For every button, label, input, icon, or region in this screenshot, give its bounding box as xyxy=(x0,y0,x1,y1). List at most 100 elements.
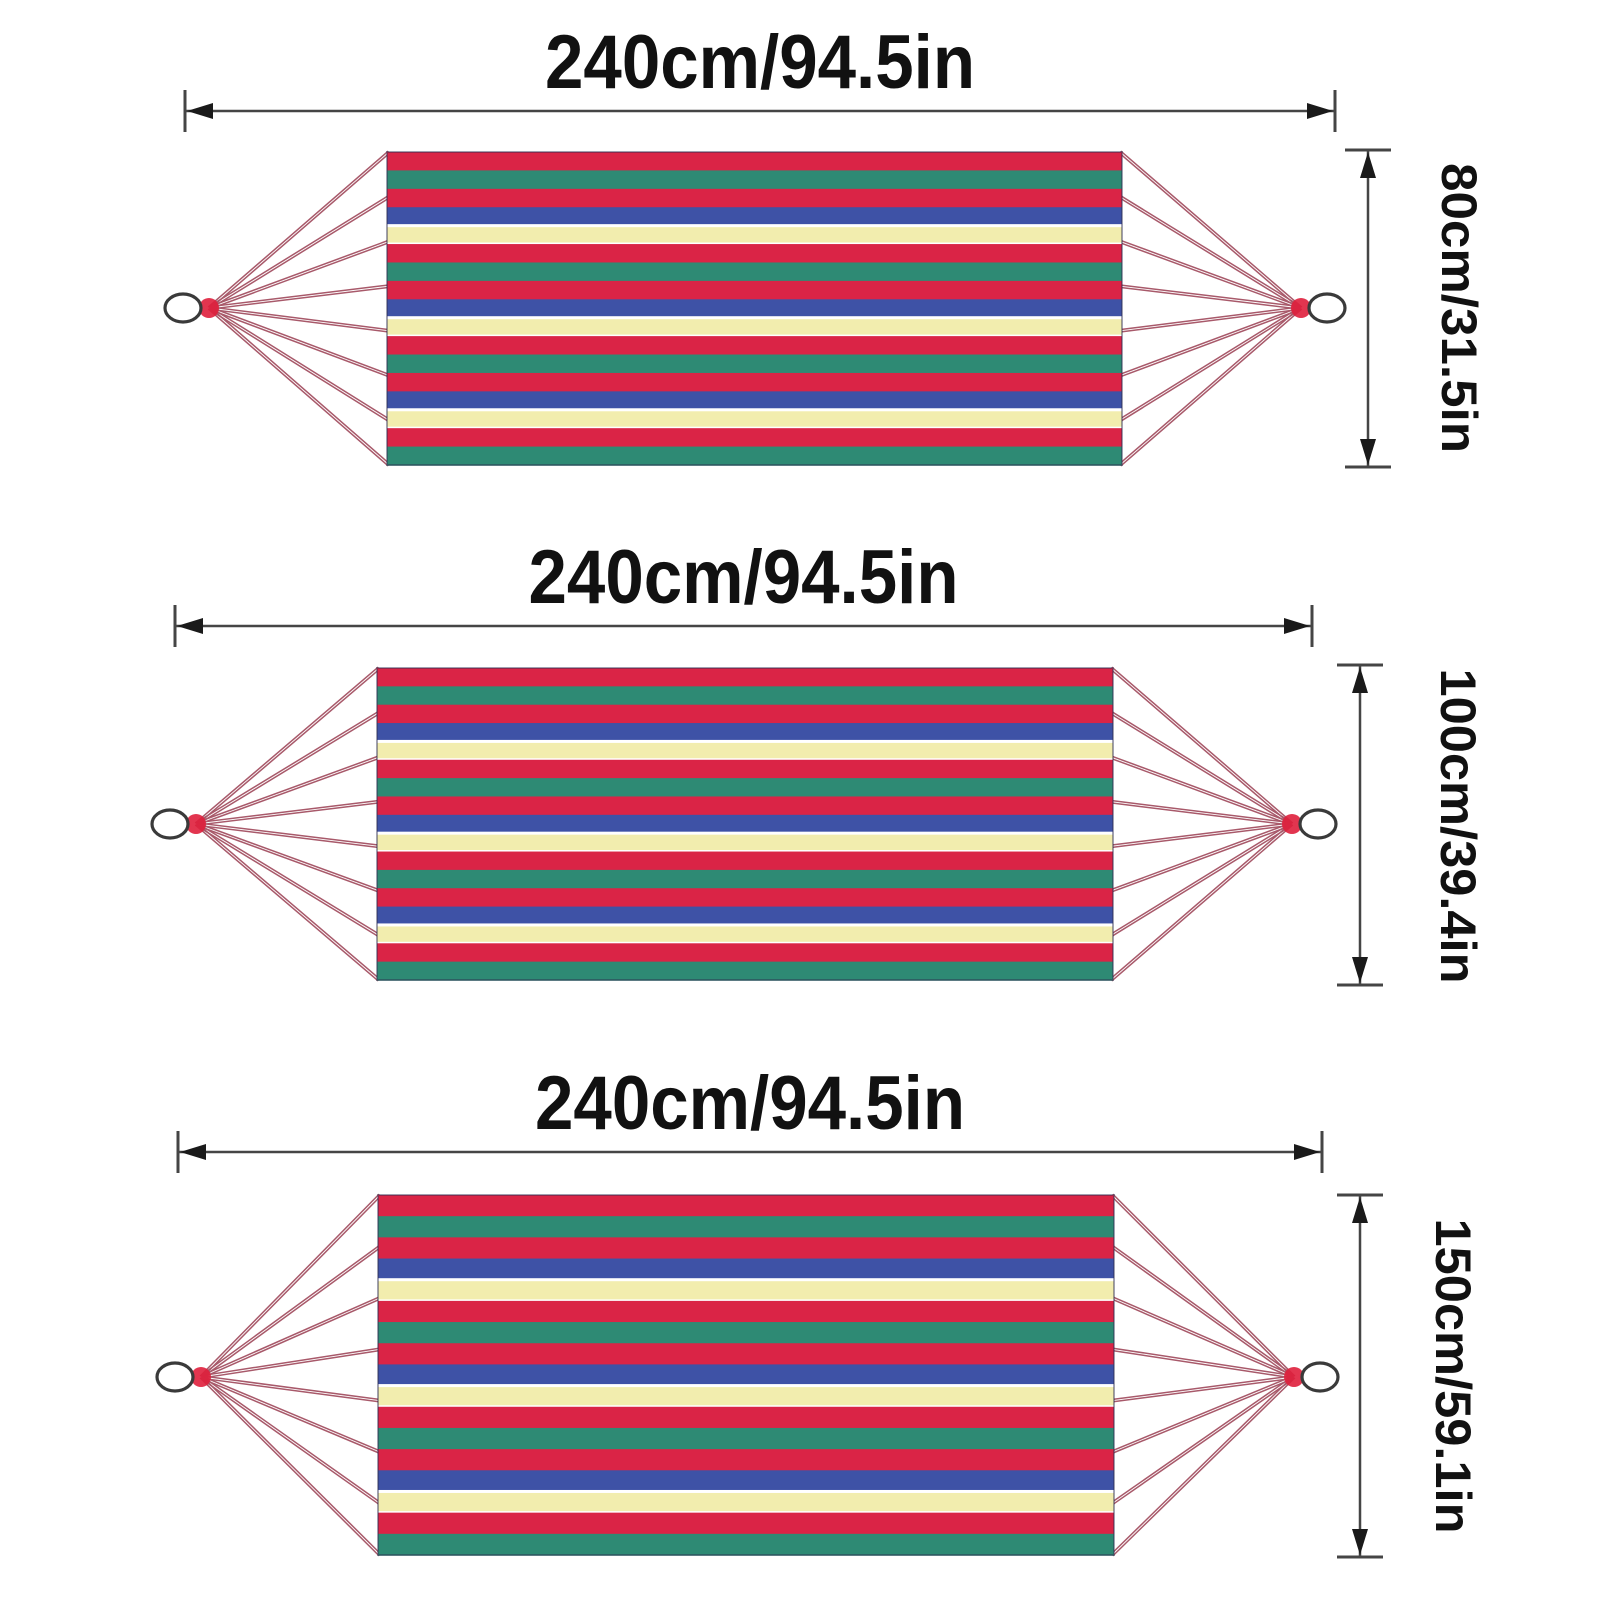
rope-strand xyxy=(196,712,381,826)
width-label: 240cm/94.5in xyxy=(529,535,959,620)
fabric-stripe-yellow xyxy=(387,225,1122,245)
hammock-fabric xyxy=(386,151,1123,466)
rope-strand xyxy=(1110,757,1292,826)
rope-strand xyxy=(194,824,379,938)
fabric-stripe-green xyxy=(378,1216,1114,1238)
fabric-stripe-green xyxy=(377,778,1113,798)
rope-strand xyxy=(200,1377,380,1454)
fabric-outline xyxy=(377,1194,1115,1556)
dimension-arrowhead xyxy=(187,103,213,119)
stripe-hairline xyxy=(387,408,1122,412)
left-hanging-ring xyxy=(150,808,190,840)
rope-strand xyxy=(1120,195,1303,308)
fabric-stripe-red xyxy=(387,372,1122,392)
rope-strand xyxy=(201,1375,382,1504)
fabric-stripe-red xyxy=(377,668,1113,687)
hammock-diagram-hammock-80cm: 240cm/94.5in 80cm/31.5in xyxy=(163,20,1487,469)
stripe-hairline xyxy=(387,224,1122,228)
left-hanging-ring xyxy=(155,1361,195,1393)
rope-strand xyxy=(1112,1377,1296,1557)
fabric-stripe-red xyxy=(378,1406,1114,1429)
rope-knot xyxy=(1282,814,1302,834)
rope-strand xyxy=(201,1375,382,1555)
fabric-stripe-green xyxy=(387,446,1122,466)
fabric-stripe-red xyxy=(378,1343,1114,1366)
rope-strand xyxy=(1119,241,1301,310)
rope-strand xyxy=(208,308,389,378)
rope-strand xyxy=(1110,1246,1294,1379)
rope-strand xyxy=(201,1349,381,1379)
rope-strand xyxy=(209,152,391,310)
rope-strand xyxy=(1118,306,1301,420)
rope-strand xyxy=(196,822,381,980)
rope-strand xyxy=(194,710,379,824)
fabric-stripe-green xyxy=(377,961,1113,981)
fabric-stripe-red xyxy=(378,1512,1114,1535)
rope-knot xyxy=(186,814,206,834)
height-label: 80cm/31.5in xyxy=(1431,163,1487,453)
rope-strand xyxy=(201,1195,382,1379)
rope-strand xyxy=(1120,239,1302,308)
rope-strand xyxy=(209,306,390,331)
rope-strand xyxy=(195,755,379,824)
width-label: 240cm/94.5in xyxy=(545,20,975,105)
rope-strand xyxy=(1120,150,1303,308)
rope-strand xyxy=(207,150,389,308)
fabric-stripe-red xyxy=(377,796,1113,816)
rope-strand xyxy=(1111,1375,1294,1452)
fabric-stripe-blue xyxy=(377,906,1113,926)
rope-strand xyxy=(196,822,380,846)
fabric-stripe-green xyxy=(378,1533,1114,1556)
width-dimension: 240cm/94.5in xyxy=(176,1061,1324,1173)
stripe-hairline xyxy=(378,1384,1114,1388)
rope-strand xyxy=(1120,308,1302,378)
stripe-hairline xyxy=(377,739,1113,743)
width-dimension: 240cm/94.5in xyxy=(173,535,1314,647)
rope-strand xyxy=(200,1347,380,1377)
rope-strand xyxy=(199,1193,380,1377)
rope-strand xyxy=(208,308,389,333)
height-dimension: 80cm/31.5in xyxy=(1345,148,1487,469)
rope-strand xyxy=(1109,712,1292,826)
fabric-stripe-blue xyxy=(377,814,1113,834)
dimension-arrowhead xyxy=(177,618,203,634)
rope-strand xyxy=(201,1375,381,1452)
dimension-arrowhead xyxy=(1360,439,1376,465)
fabric-stripe-red xyxy=(378,1237,1114,1260)
right-hanging-ring xyxy=(1307,292,1347,324)
fabric-stripe-red xyxy=(387,280,1122,300)
fabric-stripe-yellow xyxy=(378,1491,1114,1514)
fabric-stripe-green xyxy=(377,869,1113,889)
fabric-stripe-red xyxy=(387,152,1122,172)
stripe-hairline xyxy=(377,923,1113,927)
hammock-diagram-hammock-100cm: 240cm/94.5in 100cm/39.4in xyxy=(150,535,1486,987)
fabric-stripe-yellow xyxy=(387,409,1122,429)
rope-strand xyxy=(200,1377,380,1403)
fabric-stripe-red xyxy=(378,1449,1114,1471)
rope-strand xyxy=(209,197,391,310)
fabric-stripe-yellow xyxy=(377,741,1113,761)
rope-knot xyxy=(191,1367,211,1387)
fabric-outline xyxy=(376,667,1114,981)
fabric-stripe-red xyxy=(377,704,1113,724)
rope-strand xyxy=(1110,1195,1294,1379)
rope-strand xyxy=(1111,824,1293,849)
rope-strand xyxy=(209,306,390,376)
rope-strand xyxy=(207,308,389,467)
rope-knot xyxy=(1291,298,1311,318)
rope-strand xyxy=(209,286,390,310)
rope-strand xyxy=(1109,668,1292,826)
rope-strand xyxy=(194,824,379,982)
rope-strand xyxy=(208,239,389,308)
ropes xyxy=(199,1193,1296,1557)
hammock-fabric xyxy=(376,667,1114,981)
rope-strand xyxy=(207,195,389,308)
rope-strand xyxy=(1120,308,1302,333)
fabric-stripe-green xyxy=(387,170,1122,190)
fabric-stripe-green xyxy=(377,686,1113,706)
fabric-stripe-red xyxy=(387,188,1122,208)
fabric-stripe-blue xyxy=(387,299,1122,319)
rope-strand xyxy=(1109,822,1292,980)
